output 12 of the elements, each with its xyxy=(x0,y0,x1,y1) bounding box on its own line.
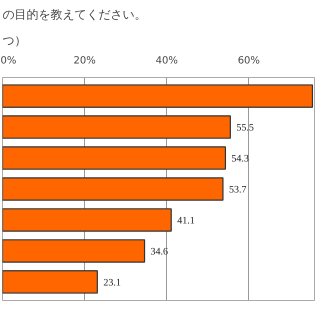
chart-title: の目的を教えてください。 xyxy=(2,8,146,22)
data-label: 34.6 xyxy=(150,246,168,258)
data-label: 55.5 xyxy=(236,122,254,134)
x-tick-label: 60% xyxy=(238,56,260,66)
chart-subtitle: つ） xyxy=(2,34,26,48)
data-label: 23.1 xyxy=(103,277,121,288)
data-label: 41.1 xyxy=(177,215,195,226)
x-tick-label: 40% xyxy=(156,56,178,66)
data-label: 53.7 xyxy=(228,184,246,196)
data-label: 54.3 xyxy=(231,154,249,165)
x-tick-label: 0% xyxy=(0,56,16,66)
x-tick-label: 20% xyxy=(73,56,96,66)
